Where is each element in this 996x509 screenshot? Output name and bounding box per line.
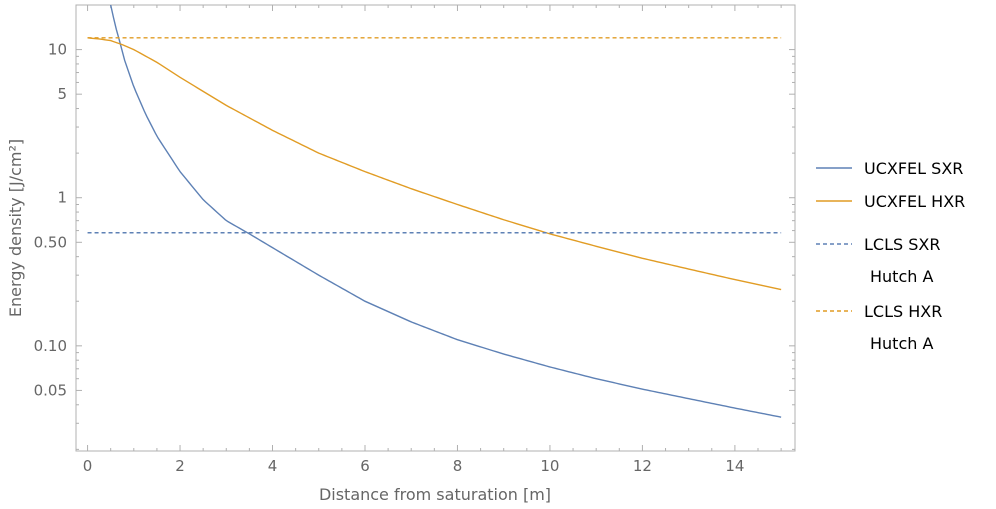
legend: UCXFEL SXR UCXFEL HXR LCLS SXR Hutch A LCLS … xyxy=(816,159,965,353)
x-tick-label: 12 xyxy=(633,457,652,475)
legend-label: LCLS HXR xyxy=(864,302,942,321)
x-axis-title: Distance from saturation [m] xyxy=(319,485,551,504)
series-line-0 xyxy=(109,5,782,418)
plot-frame xyxy=(75,4,796,452)
y-tick-label: 10 xyxy=(48,41,67,59)
y-tick-label: 0.50 xyxy=(34,233,67,251)
x-tick-label: 0 xyxy=(83,457,93,475)
x-tick-label: 14 xyxy=(725,457,744,475)
series-lines xyxy=(87,5,782,418)
y-tick-label: 0.05 xyxy=(34,381,67,399)
x-tick-label: 6 xyxy=(360,457,370,475)
x-tick-label: 8 xyxy=(453,457,463,475)
legend-label: Hutch A xyxy=(870,334,933,353)
x-tick-label: 10 xyxy=(540,457,559,475)
y-tick-label: 5 xyxy=(57,85,67,103)
y-tick-label: 0.10 xyxy=(34,337,67,355)
x-tick-label: 4 xyxy=(268,457,278,475)
legend-label: LCLS SXR xyxy=(864,235,940,254)
series-line-1 xyxy=(87,37,782,291)
legend-label: UCXFEL HXR xyxy=(864,192,965,211)
axis-tick-labels: 0 2 4 6 8 10 12 14 0.05 0.10 0.50 1 5 10 xyxy=(34,41,745,475)
axis-ticks xyxy=(76,4,795,451)
legend-label: UCXFEL SXR xyxy=(864,159,963,178)
legend-label: Hutch A xyxy=(870,267,933,286)
x-tick-label: 2 xyxy=(175,457,185,475)
y-axis-title: Energy density [J/cm²] xyxy=(6,139,25,317)
y-tick-label: 1 xyxy=(57,189,67,207)
